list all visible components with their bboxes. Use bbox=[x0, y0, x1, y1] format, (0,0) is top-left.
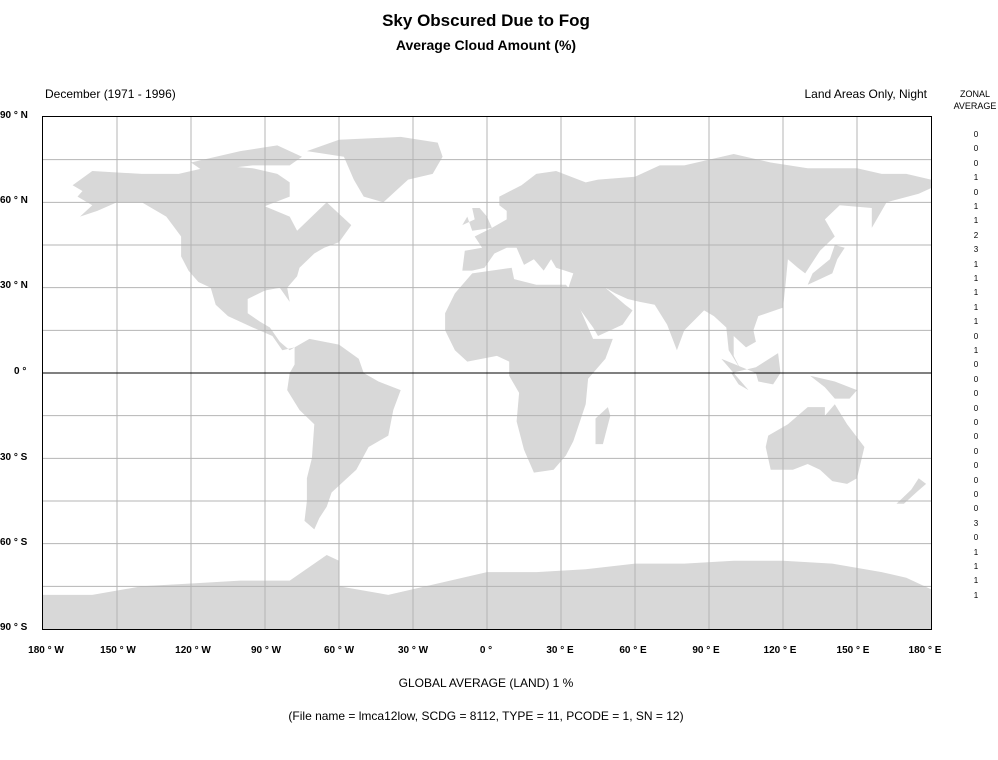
zonal-average-value: 0 bbox=[973, 490, 979, 499]
zonal-average-value: 3 bbox=[973, 245, 979, 255]
zonal-average-value: 1 bbox=[973, 562, 979, 571]
land-arctic-islands bbox=[191, 145, 302, 171]
period-label: December (1971 - 1996) bbox=[45, 87, 176, 101]
zonal-average-value: 0 bbox=[973, 158, 979, 168]
lon-label-30w: 30 ° W bbox=[397, 645, 429, 656]
zonal-average-header: ZONAL AVERAGE bbox=[953, 89, 997, 111]
zonal-average-value: 1 bbox=[973, 274, 979, 283]
land-madagascar bbox=[595, 407, 611, 445]
zonal-average-value: 0 bbox=[973, 475, 979, 485]
zonal-average-value: 1 bbox=[973, 259, 979, 269]
zonal-average-value: 0 bbox=[973, 504, 979, 514]
land-japan bbox=[807, 245, 845, 285]
land-north-america bbox=[72, 165, 352, 351]
land-sumatra-borneo bbox=[721, 353, 781, 391]
global-average: GLOBAL AVERAGE (LAND) 1 % bbox=[398, 676, 574, 690]
zonal-average-value: 0 bbox=[973, 432, 979, 442]
lat-label-60n: 60 ° N bbox=[0, 195, 28, 206]
lon-label-120w: 120 ° W bbox=[175, 645, 211, 656]
zonal-average-value: 0 bbox=[973, 418, 979, 427]
land-new-zealand bbox=[896, 478, 927, 504]
zonal-average-value: 1 bbox=[973, 590, 979, 600]
lat-label-30n: 30 ° N bbox=[0, 280, 28, 291]
zonal-average-value: 0 bbox=[973, 446, 979, 456]
zonal-average-value: 0 bbox=[973, 533, 979, 543]
zonal-average-value: 3 bbox=[973, 518, 979, 528]
zonal-average-value: 1 bbox=[973, 547, 979, 557]
zonal-average-value: 0 bbox=[973, 144, 979, 154]
lat-label-60s: 60 ° S bbox=[0, 537, 28, 548]
land-new-guinea bbox=[810, 375, 857, 399]
graticule bbox=[43, 117, 931, 629]
land-british-isles bbox=[462, 208, 492, 231]
chart-title: Sky Obscured Due to Fog bbox=[382, 11, 590, 30]
zonal-average-value: 1 bbox=[973, 202, 979, 211]
lon-label-180e: 180 ° E bbox=[908, 645, 942, 656]
zonal-average-value: 0 bbox=[973, 389, 979, 399]
zonal-average-value: 0 bbox=[973, 360, 979, 370]
lon-label-60e: 60 ° E bbox=[619, 645, 647, 656]
zonal-average-value: 0 bbox=[973, 130, 979, 139]
zonal-average-value: 0 bbox=[973, 461, 979, 471]
zonal-average-value: 1 bbox=[973, 173, 979, 183]
lon-label-120e: 120 ° E bbox=[763, 645, 797, 656]
scope-label: Land Areas Only, Night bbox=[804, 87, 927, 101]
zonal-average-value: 0 bbox=[973, 374, 979, 384]
lon-label-180w: 180 ° W bbox=[28, 645, 64, 656]
zonal-average-value: 1 bbox=[973, 346, 979, 355]
zonal-average-value: 1 bbox=[973, 288, 979, 298]
chart-subtitle: Average Cloud Amount (%) bbox=[395, 37, 577, 53]
lat-label-90n: 90 ° N bbox=[0, 110, 28, 121]
zonal-average-value: 0 bbox=[973, 403, 979, 413]
land-greenland bbox=[306, 136, 443, 203]
lat-label-30s: 30 ° S bbox=[0, 452, 28, 463]
land-eurasia bbox=[462, 154, 931, 371]
zonal-average-value: 1 bbox=[973, 317, 979, 327]
lon-label-150w: 150 ° W bbox=[100, 645, 136, 656]
lon-label-90w: 90 ° W bbox=[250, 645, 282, 656]
file-info: (File name = lmca12low, SCDG = 8112, TYP… bbox=[288, 709, 684, 723]
lon-label-30e: 30 ° E bbox=[546, 645, 574, 656]
zonal-average-value: 2 bbox=[973, 230, 979, 240]
lon-label-0: 0 ° bbox=[479, 645, 493, 656]
lat-label-0: 0 ° bbox=[14, 366, 27, 377]
zonal-average-value: 1 bbox=[973, 302, 979, 312]
zonal-average-value: 1 bbox=[973, 216, 979, 226]
world-map-canvas bbox=[43, 117, 931, 629]
world-map bbox=[42, 116, 932, 630]
zonal-average-value: 1 bbox=[973, 576, 979, 586]
lon-label-90e: 90 ° E bbox=[692, 645, 720, 656]
lat-label-90s: 90 ° S bbox=[0, 622, 28, 633]
zonal-average-value: 0 bbox=[973, 331, 979, 341]
land-australia bbox=[765, 404, 865, 484]
land-south-america bbox=[287, 338, 401, 530]
lon-label-60w: 60 ° W bbox=[323, 645, 355, 656]
lon-label-150e: 150 ° E bbox=[836, 645, 870, 656]
zonal-average-value: 0 bbox=[973, 187, 979, 197]
